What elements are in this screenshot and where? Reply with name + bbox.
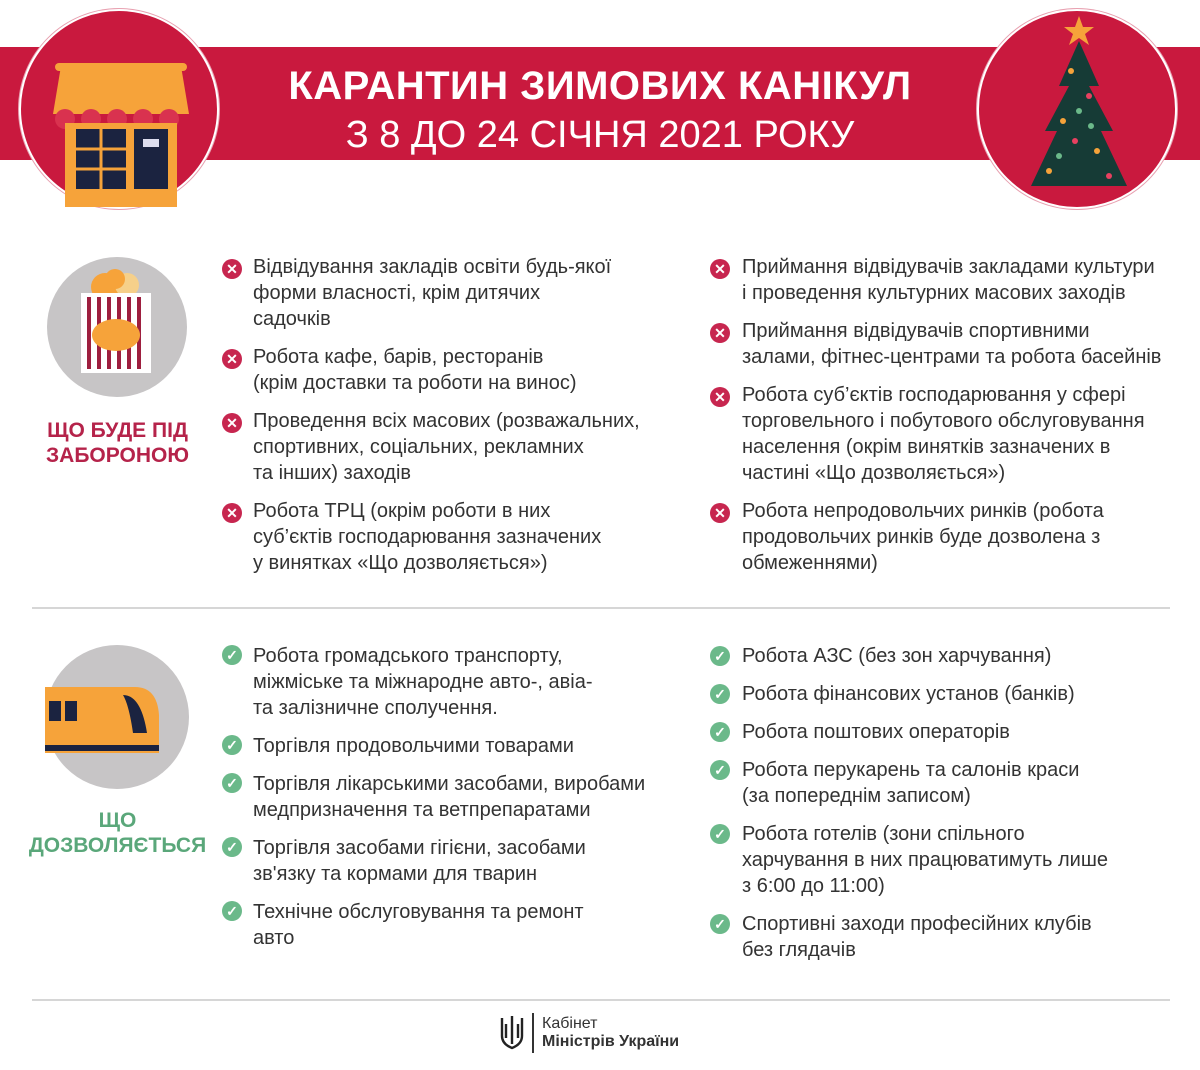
list-item: Робота готелів (зони спільного харчуванн… [742,823,1109,897]
cross-icon: ✕ [710,503,730,523]
list-item: Торгівля засобами гігієни, засобами зв'я… [253,837,586,885]
cross-icon: ✕ [710,259,730,279]
list-item: Проведення всіх масових (розважальних, с… [253,410,640,484]
list-item: Робота поштових операторів [742,721,1010,743]
shop-icon [19,9,219,209]
check-icon: ✓ [222,773,242,793]
divider [32,607,1170,609]
check-icon: ✓ [710,722,730,742]
cross-icon: ✕ [222,503,242,523]
footer-separator [532,1013,534,1053]
cross-icon: ✕ [222,349,242,369]
check-icon: ✓ [710,646,730,666]
train-icon [45,645,189,789]
list-item: Технічне обслуговування та ремонт авто [253,901,584,949]
check-icon: ✓ [222,735,242,755]
list-item: Робота непродовольчих ринків (робота про… [742,500,1104,574]
page-title: КАРАНТИН ЗИМОВИХ КАНІКУЛ [288,64,912,108]
list-item: Приймання відвідувачів спортивними залам… [742,320,1162,368]
trident-icon [500,1016,524,1050]
cross-icon: ✕ [222,259,242,279]
popcorn-icon [47,257,187,397]
cross-icon: ✕ [222,413,242,433]
list-item: Приймання відвідувачів закладами культур… [742,256,1155,304]
check-icon: ✓ [222,901,242,921]
list-item: Торгівля продовольчими товарами [253,735,574,757]
check-icon: ✓ [222,837,242,857]
list-item: Робота кафе, барів, ресторанів (крім дос… [253,346,577,394]
check-icon: ✓ [710,760,730,780]
list-item: Робота АЗС (без зон харчування) [742,645,1052,667]
list-item: Спортивні заходи професійних клубів без … [742,913,1092,961]
footer-line2: Міністрів України [542,1033,680,1050]
footer-line1: Кабінет [542,1015,598,1032]
divider [32,999,1170,1001]
list-item: Робота ТРЦ (окрім роботи в них суб’єктів… [253,500,602,574]
list-item: Робота громадського транспорту, міжміськ… [253,645,593,719]
cross-icon: ✕ [710,323,730,343]
cross-icon: ✕ [710,387,730,407]
list-item: Робота фінансових установ (банків) [742,683,1075,705]
list-item: Відвідування закладів освіти будь-якої ф… [253,256,612,330]
banned-section-label: ЩО БУДЕ ПІД ЗАБОРОНОЮ [46,419,189,467]
list-item: Робота перукарень та салонів краси (за п… [742,759,1080,807]
check-icon: ✓ [710,684,730,704]
list-item: Робота суб’єктів господарювання у сфері … [742,384,1145,484]
list-item: Торгівля лікарськими засобами, виробами … [253,773,646,821]
check-icon: ✓ [710,914,730,934]
check-icon: ✓ [710,824,730,844]
check-icon: ✓ [222,645,242,665]
page-subtitle: З 8 ДО 24 СІЧНЯ 2021 РОКУ [345,114,855,156]
allowed-section-label: ЩО ДОЗВОЛЯЄТЬСЯ [28,809,207,857]
footer-logo: Кабінет Міністрів України [500,1013,679,1053]
christmas-tree-icon [977,9,1177,209]
